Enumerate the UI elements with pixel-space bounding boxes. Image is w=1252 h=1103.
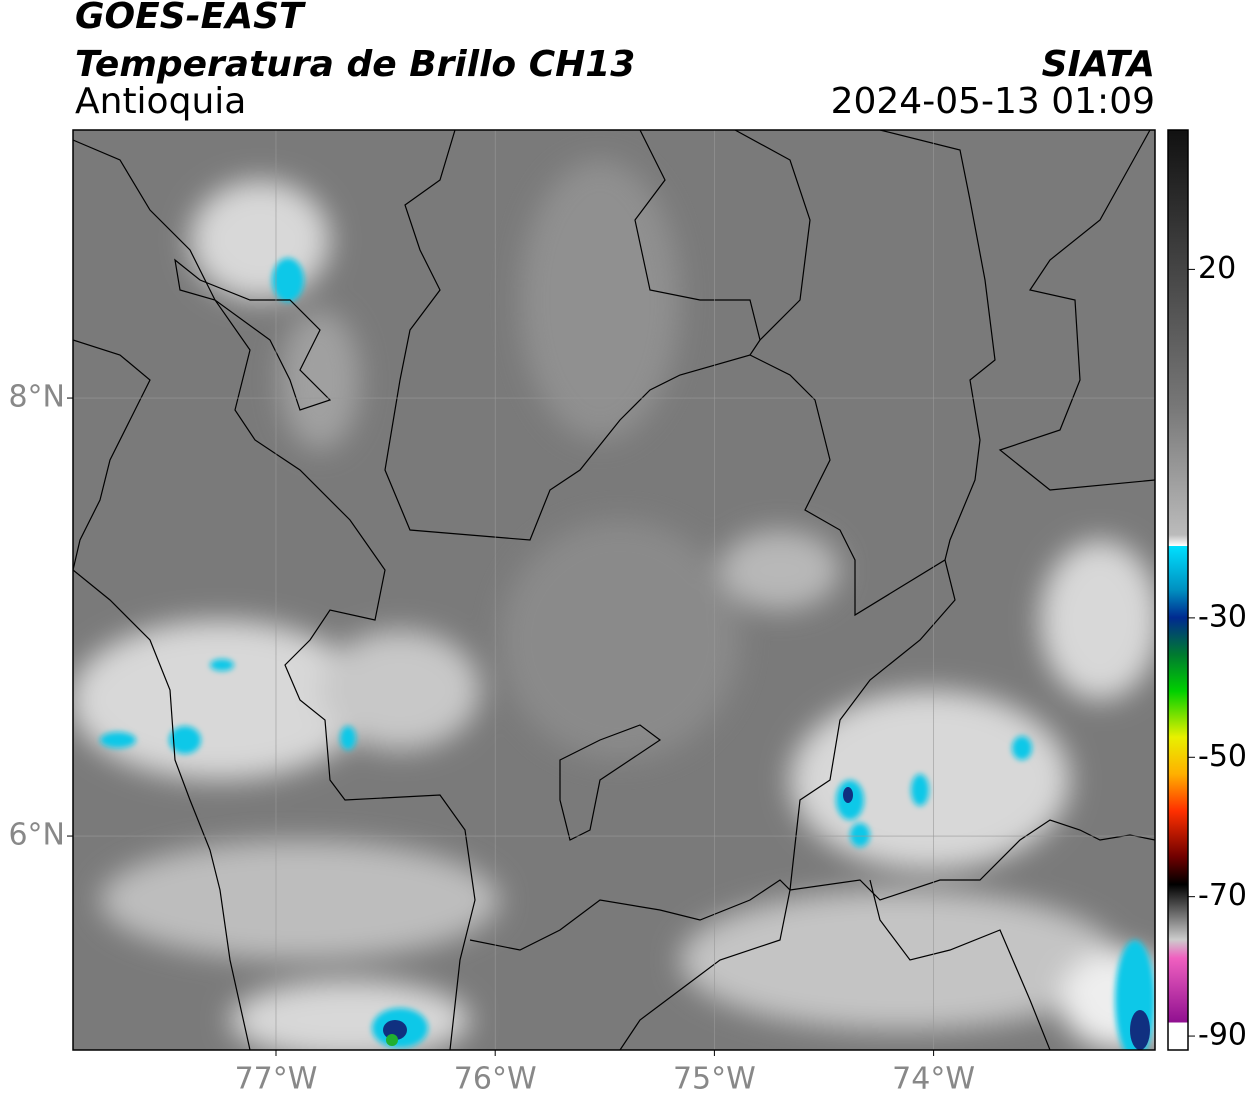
colorbar-tick-label: -50 [1198, 739, 1247, 774]
x-tick-label: 75°W [673, 1062, 756, 1097]
subtitle: Temperatura de Brillo CH13 [75, 44, 635, 85]
colorbar-tick-label: -70 [1198, 878, 1247, 913]
map-frame [72, 129, 1156, 1051]
colorbar-tick-label: 20 [1198, 251, 1236, 286]
colorbar [1167, 129, 1189, 1051]
datetime: 2024-05-13 01:09 [831, 81, 1155, 122]
colorbar-tick-label: -30 [1198, 599, 1247, 634]
region: Antioquia [75, 81, 246, 122]
y-tick-label: 6°N [8, 818, 65, 853]
x-tick-label: 77°W [235, 1062, 318, 1097]
title: GOES-EAST [75, 0, 306, 37]
colorbar-tick-label: -90 [1198, 1018, 1247, 1053]
map-image [73, 130, 1155, 1050]
x-tick-label: 74°W [892, 1062, 975, 1097]
y-tick-label: 8°N [8, 380, 65, 415]
source: SIATA [1042, 44, 1155, 85]
x-tick-label: 76°W [454, 1062, 537, 1097]
